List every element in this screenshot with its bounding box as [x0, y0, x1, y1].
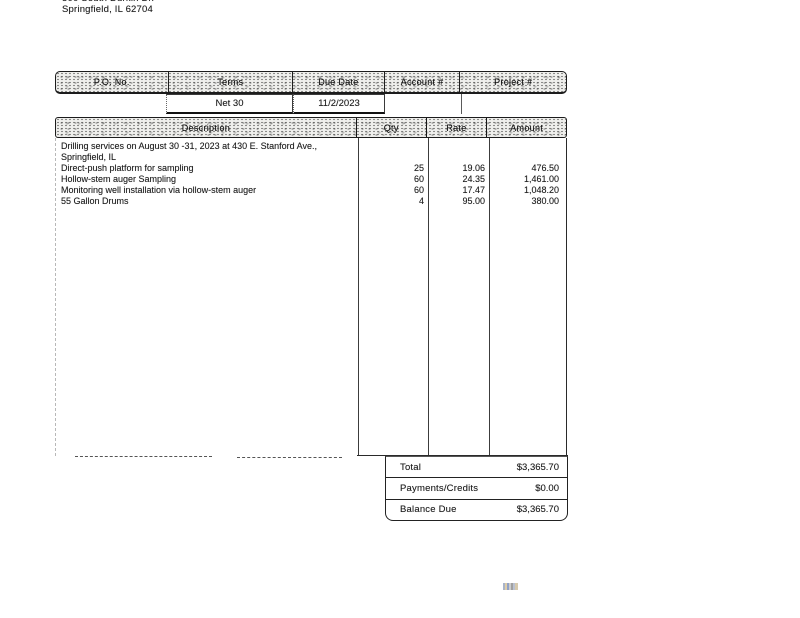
- item-amount: 476.50: [531, 163, 559, 173]
- line-item-row: Hollow-stem auger Sampling 60 24.35 1,46…: [56, 174, 566, 185]
- balance-due-amount: $3,365.70: [516, 504, 559, 516]
- account-project-divider: [461, 94, 462, 114]
- payments-credits-label: Payments/Credits: [400, 482, 479, 494]
- rate-column-divider: [428, 138, 430, 456]
- header-cell-account: Account #: [385, 72, 461, 92]
- header-cell-project: Project #: [494, 77, 533, 87]
- header-cell-terms: Terms: [169, 72, 294, 92]
- item-amount: 380.00: [531, 196, 559, 206]
- total-label: Total: [400, 461, 422, 473]
- qty-column-divider: [358, 138, 360, 456]
- item-qty: 60: [413, 185, 424, 195]
- payments-credits-row: Payments/Credits $0.00: [386, 478, 567, 500]
- sender-address-line1: 500 South Durkin Dr.: [62, 0, 292, 5]
- item-description: Monitoring well installation via hollow-…: [61, 185, 257, 195]
- sender-address-line2: Springfield, IL 62704: [62, 3, 153, 15]
- item-description: Springfield, IL: [61, 152, 117, 162]
- total-amount: $3,365.70: [516, 461, 559, 473]
- line-item-row: Monitoring well installation via hollow-…: [56, 185, 566, 196]
- table-bottom-edge: [237, 457, 342, 458]
- item-amount: 1,461.00: [523, 174, 559, 184]
- line-item-row: Drilling services on August 30 -31, 2023…: [56, 141, 566, 152]
- line-items-body: Drilling services on August 30 -31, 2023…: [55, 138, 567, 456]
- item-rate: 19.06: [462, 163, 485, 173]
- column-header-rate: Rate: [427, 118, 488, 137]
- header-cell-po-no: P.O. No.: [56, 72, 169, 92]
- item-description: Drilling services on August 30 -31, 2023…: [61, 141, 317, 151]
- totals-box: Total $3,365.70 Payments/Credits $0.00 B…: [385, 456, 568, 521]
- due-date-value: 11/2/2023: [293, 94, 385, 114]
- terms-value: Net 30: [166, 94, 293, 114]
- item-rate: 24.35: [462, 174, 485, 184]
- item-description: Direct-push platform for sampling: [61, 163, 194, 173]
- payments-credits-amount: $0.00: [535, 482, 559, 494]
- balance-due-row: Balance Due $3,365.70: [386, 500, 567, 520]
- column-header-amount: Amount: [510, 122, 544, 133]
- amount-column-divider: [489, 138, 491, 456]
- column-header-description: Description: [56, 118, 357, 137]
- table-bottom-edge: [75, 456, 212, 457]
- item-qty: 4: [418, 196, 424, 206]
- item-rate: 95.00: [462, 196, 485, 206]
- column-header-qty: Qty: [357, 118, 427, 137]
- line-item-row: Springfield, IL: [56, 152, 566, 163]
- scan-color-artifact: [503, 583, 518, 590]
- item-qty: 25: [413, 163, 424, 173]
- line-item-row: Direct-push platform for sampling 25 19.…: [56, 163, 566, 174]
- header-cell-due-date: Due Date: [293, 72, 385, 92]
- line-item-row: 55 Gallon Drums 4 95.00 380.00: [56, 196, 566, 207]
- total-row: Total $3,365.70: [386, 457, 567, 479]
- invoice-field-header: P.O. No. Terms Due Date Account # Projec…: [55, 71, 567, 94]
- line-items-header: Description Qty Rate Amount: [55, 117, 567, 138]
- item-description: Hollow-stem auger Sampling: [61, 174, 177, 184]
- item-rate: 17.47: [462, 185, 485, 195]
- item-description: 55 Gallon Drums: [61, 196, 129, 206]
- balance-due-label: Balance Due: [400, 504, 457, 516]
- sender-address: 500 South Durkin Dr. Springfield, IL 627…: [62, 0, 292, 15]
- item-qty: 60: [413, 174, 424, 184]
- table-bottom-edge: [357, 455, 568, 456]
- item-amount: 1,048.20: [523, 185, 559, 195]
